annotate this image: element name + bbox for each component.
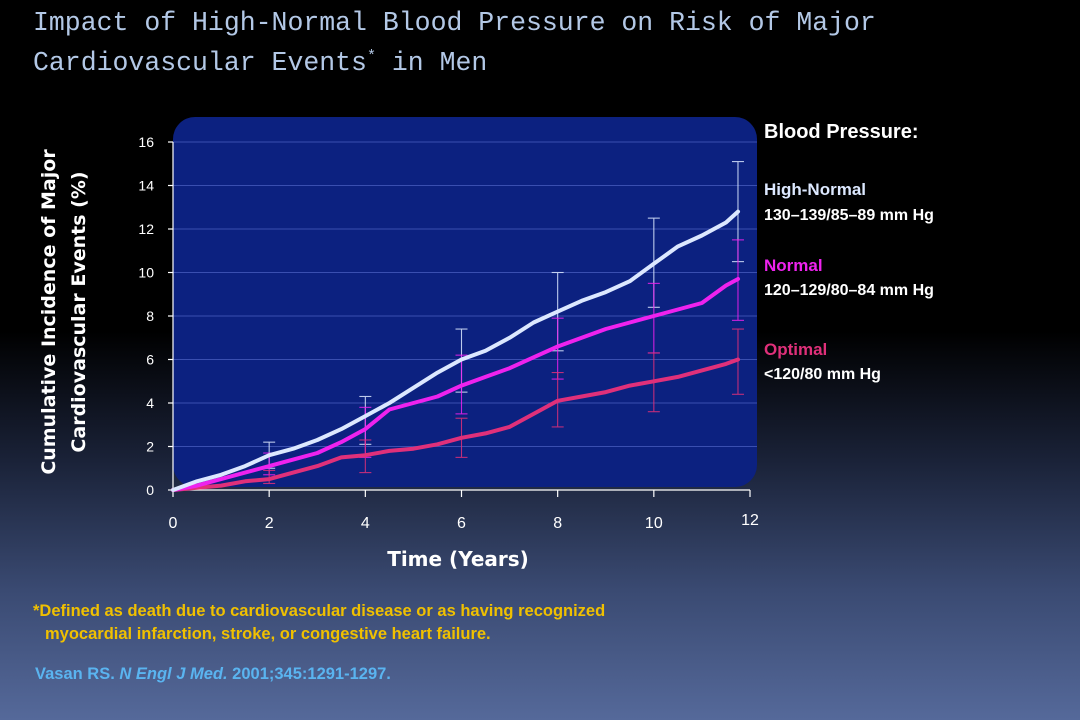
x-tick-label: 10 — [645, 515, 663, 532]
legend-heading: Blood Pressure: — [764, 121, 919, 143]
y-tick-label: 12 — [138, 221, 154, 237]
x-tick-label: 4 — [361, 515, 370, 532]
citation: Vasan RS. N Engl J Med. 2001;345:1291-12… — [35, 665, 391, 684]
legend-highnormal-name: High-Normal — [764, 180, 866, 199]
legend-normal-name: Normal — [764, 256, 823, 275]
legend-highnormal-range: 130–139/85–89 mm Hg — [764, 207, 934, 224]
footnote-line-1: *Defined as death due to cardiovascular … — [33, 602, 606, 620]
legend-optimal-name: Optimal — [764, 340, 828, 359]
citation-rest: 2001;345:1291-1297. — [227, 665, 391, 683]
x-axis-title: Time (Years) — [387, 547, 529, 571]
footnote-line-2: myocardial infarction, stroke, or conges… — [45, 625, 491, 643]
error-bar — [731, 328, 744, 395]
series-line-normal — [171, 277, 740, 492]
series-line-optimal — [171, 357, 740, 492]
title-suffix: in Men — [375, 47, 488, 78]
y-tick-label: 0 — [146, 482, 154, 498]
footnote: *Defined as death due to cardiovascular … — [33, 600, 853, 646]
title-asterisk: * — [366, 48, 376, 65]
series-line-high-normal — [171, 209, 740, 492]
y-tick-label: 4 — [146, 395, 154, 411]
x-tick-label: 12 — [741, 512, 759, 529]
title-main: Impact of High-Normal Blood Pressure on … — [33, 8, 876, 78]
y-tick-label: 2 — [146, 439, 154, 455]
error-bar — [263, 469, 276, 485]
y-tick-label: 16 — [138, 134, 154, 150]
y-tick-label: 10 — [138, 265, 154, 281]
x-tick-label: 8 — [553, 515, 562, 532]
y-axis-title-line-1: Cumulative Incidence of Major — [38, 149, 60, 475]
x-tick-label: 0 — [169, 515, 178, 532]
y-tick-label: 14 — [138, 178, 154, 194]
y-tick-label: 8 — [146, 308, 154, 324]
citation-journal: N Engl J Med. — [119, 665, 228, 683]
legend-optimal-range: <120/80 mm Hg — [764, 366, 881, 383]
plot-background — [173, 117, 757, 487]
y-axis-title-line-2: Cardiovascular Events (%) — [68, 171, 90, 452]
legend-normal-range: 120–129/80–84 mm Hg — [764, 282, 934, 299]
x-tick-label: 2 — [265, 515, 274, 532]
citation-author: Vasan RS. — [35, 665, 120, 683]
x-tick-label: 6 — [457, 515, 466, 532]
y-tick-label: 6 — [146, 352, 154, 368]
slide-title: Impact of High-Normal Blood Pressure on … — [33, 6, 1033, 80]
